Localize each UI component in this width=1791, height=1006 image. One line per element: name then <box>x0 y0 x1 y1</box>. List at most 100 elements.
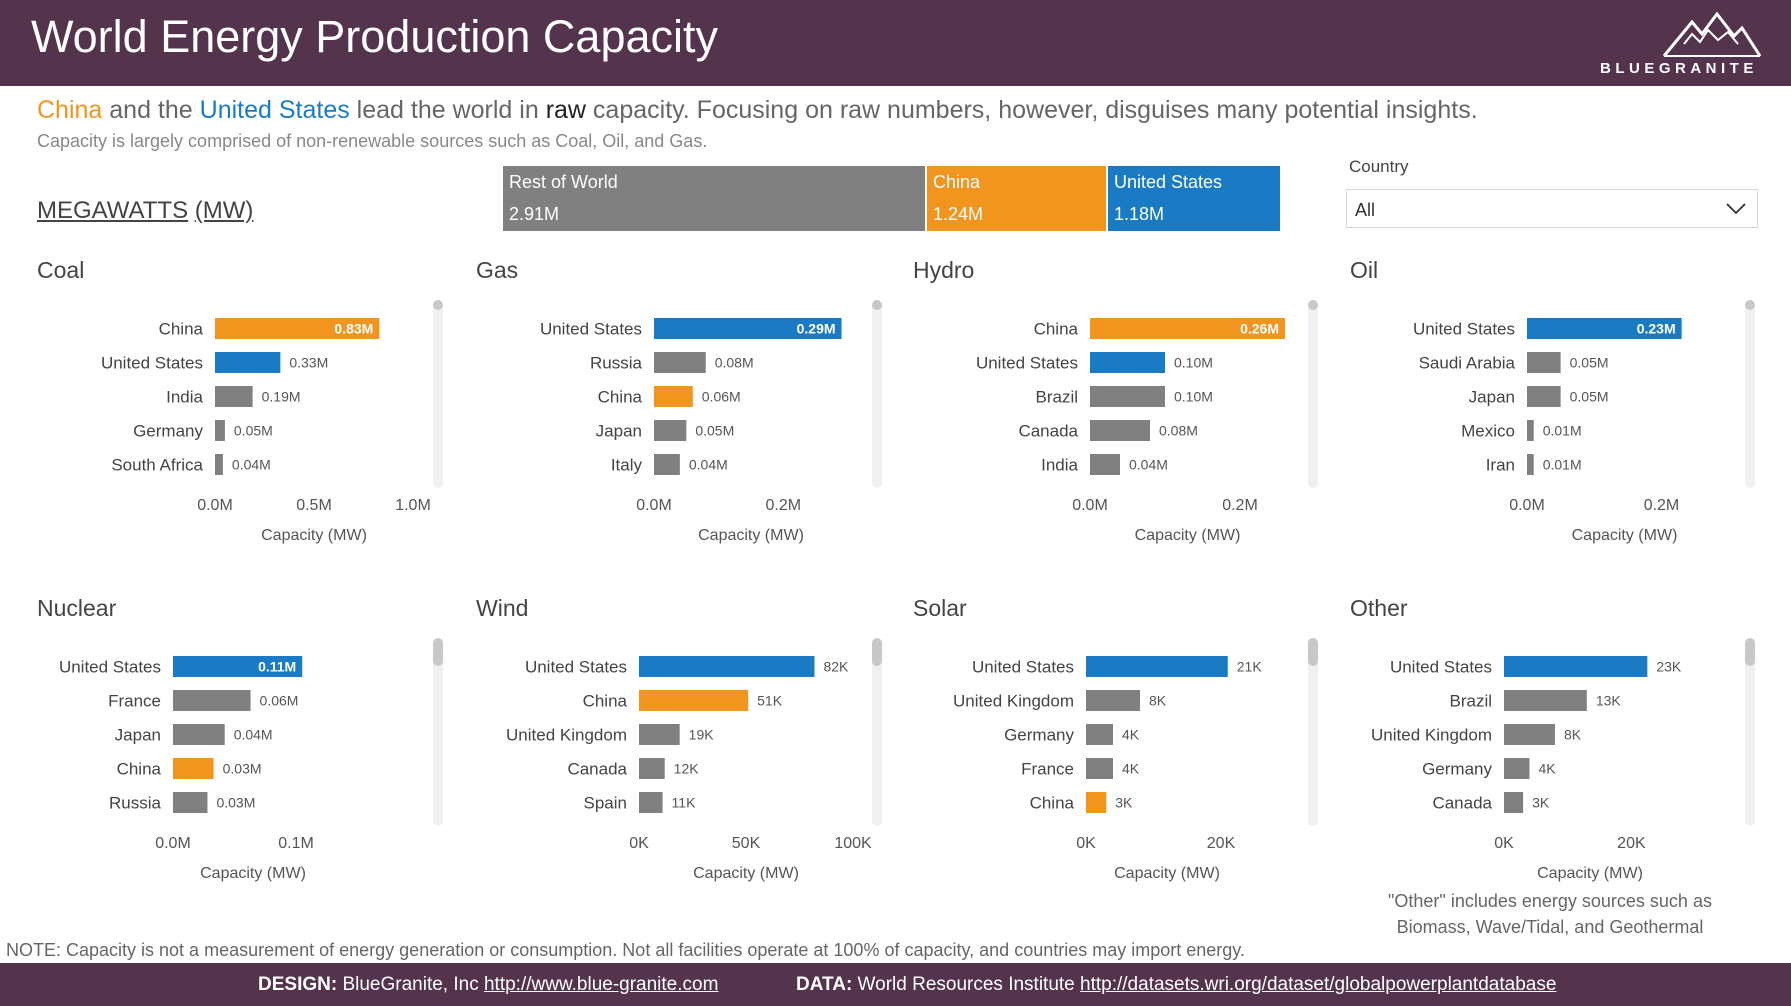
scrollbar-track[interactable] <box>872 300 882 488</box>
bar[interactable] <box>1086 690 1140 711</box>
bar[interactable] <box>1527 318 1682 339</box>
headline-text-1: and the <box>102 96 200 124</box>
category-label: Japan <box>1469 388 1515 407</box>
category-label: South Africa <box>111 456 203 475</box>
data-credit-text: World Resources Institute <box>852 974 1081 995</box>
scrollbar-thumb[interactable] <box>433 638 443 666</box>
bar[interactable] <box>215 352 281 373</box>
data-link[interactable]: http://datasets.wri.org/dataset/globalpo… <box>1080 974 1557 995</box>
scrollbar-track[interactable] <box>1308 638 1318 826</box>
category-label: Germany <box>133 422 203 441</box>
bar[interactable] <box>1086 792 1107 813</box>
bar[interactable] <box>1090 420 1150 441</box>
subheadline: Capacity is largely comprised of non-ren… <box>37 131 708 151</box>
bar[interactable] <box>1527 386 1561 407</box>
bar[interactable] <box>639 724 680 745</box>
chart-title-nuclear: Nuclear <box>37 595 117 621</box>
headline-raw: raw <box>545 96 586 124</box>
bar[interactable] <box>1090 318 1285 339</box>
total-segment-china[interactable]: China 1.24M <box>927 166 1106 231</box>
total-segment-united-states[interactable]: United States 1.18M <box>1108 166 1280 231</box>
bar[interactable] <box>639 656 815 677</box>
category-label: United Kingdom <box>1371 726 1492 745</box>
data-label: 51K <box>757 693 783 709</box>
bar[interactable] <box>639 792 663 813</box>
x-tick-label: 0.1M <box>278 835 314 852</box>
data-label: 19K <box>689 727 715 743</box>
x-tick-label: 50K <box>732 835 761 852</box>
country-dropdown[interactable]: All <box>1346 189 1758 228</box>
bar[interactable] <box>1527 420 1534 441</box>
bar[interactable] <box>1504 656 1648 677</box>
category-label: Brazil <box>1035 388 1078 407</box>
bar[interactable] <box>215 318 380 339</box>
bar[interactable] <box>1086 656 1228 677</box>
bar[interactable] <box>1504 690 1587 711</box>
bar[interactable] <box>1504 724 1555 745</box>
chevron-down-icon <box>1726 203 1746 215</box>
x-axis-label: Capacity (MW) <box>1114 865 1220 882</box>
headline-text-2: lead the world in <box>349 96 546 124</box>
category-label: India <box>1041 456 1078 475</box>
total-segment-label: China <box>933 172 981 192</box>
country-filter-label: Country <box>1349 157 1409 176</box>
bar[interactable] <box>173 792 208 813</box>
data-label: 0.03M <box>216 795 255 811</box>
scrollbar-track[interactable] <box>1308 300 1318 488</box>
bar[interactable] <box>1504 758 1530 779</box>
scrollbar-track[interactable] <box>872 638 882 826</box>
bar[interactable] <box>173 724 225 745</box>
category-label: Iran <box>1486 456 1515 475</box>
scrollbar-track[interactable] <box>433 638 443 826</box>
bar[interactable] <box>1504 792 1524 813</box>
bar[interactable] <box>639 758 665 779</box>
bar[interactable] <box>215 386 253 407</box>
data-label: 0.83M <box>334 321 373 337</box>
chart-title-hydro: Hydro <box>913 257 975 283</box>
scrollbar-thumb[interactable] <box>1308 638 1318 666</box>
bar[interactable] <box>1090 352 1165 373</box>
bar[interactable] <box>215 454 223 475</box>
bar[interactable] <box>639 690 749 711</box>
bar[interactable] <box>654 386 693 407</box>
bar[interactable] <box>654 420 687 441</box>
scrollbar-track[interactable] <box>433 300 443 488</box>
bar[interactable] <box>1527 352 1561 373</box>
scrollbar-track[interactable] <box>1745 638 1755 826</box>
bar[interactable] <box>1527 454 1534 475</box>
scrollbar-thumb[interactable] <box>1745 638 1755 666</box>
scrollbar-thumb[interactable] <box>872 638 882 666</box>
data-label: 0.19M <box>262 389 301 405</box>
scrollbar-thumb[interactable] <box>1745 300 1755 310</box>
x-tick-label: 0.0M <box>636 497 672 514</box>
bar[interactable] <box>1090 386 1165 407</box>
page-title: World Energy Production Capacity <box>31 11 718 62</box>
bar[interactable] <box>173 656 303 677</box>
bar[interactable] <box>215 420 225 441</box>
design-link[interactable]: http://www.blue-granite.com <box>483 974 719 995</box>
data-label: 4K <box>1538 761 1556 777</box>
total-segment-rest-of-world[interactable]: Rest of World 2.91M <box>503 166 925 231</box>
category-label: China <box>1030 794 1075 813</box>
bar[interactable] <box>173 758 214 779</box>
bar[interactable] <box>1090 454 1120 475</box>
bar[interactable] <box>1086 724 1113 745</box>
bar[interactable] <box>654 352 706 373</box>
data-label: 12K <box>674 761 700 777</box>
scrollbar-track[interactable] <box>1745 300 1755 488</box>
chart-title-wind: Wind <box>476 595 529 621</box>
data-label: 0.04M <box>1129 457 1168 473</box>
scrollbar-thumb[interactable] <box>872 300 882 310</box>
bar[interactable] <box>654 454 680 475</box>
scrollbar-thumb[interactable] <box>1308 300 1318 310</box>
bar[interactable] <box>173 690 251 711</box>
bar[interactable] <box>1086 758 1113 779</box>
category-label: Saudi Arabia <box>1419 354 1516 373</box>
category-label: Spain <box>584 794 627 813</box>
bar[interactable] <box>654 318 842 339</box>
category-label: United States <box>1413 320 1515 339</box>
scrollbar-thumb[interactable] <box>433 300 443 310</box>
x-tick-label: 0K <box>1494 835 1514 852</box>
data-label: 0.04M <box>234 727 273 743</box>
